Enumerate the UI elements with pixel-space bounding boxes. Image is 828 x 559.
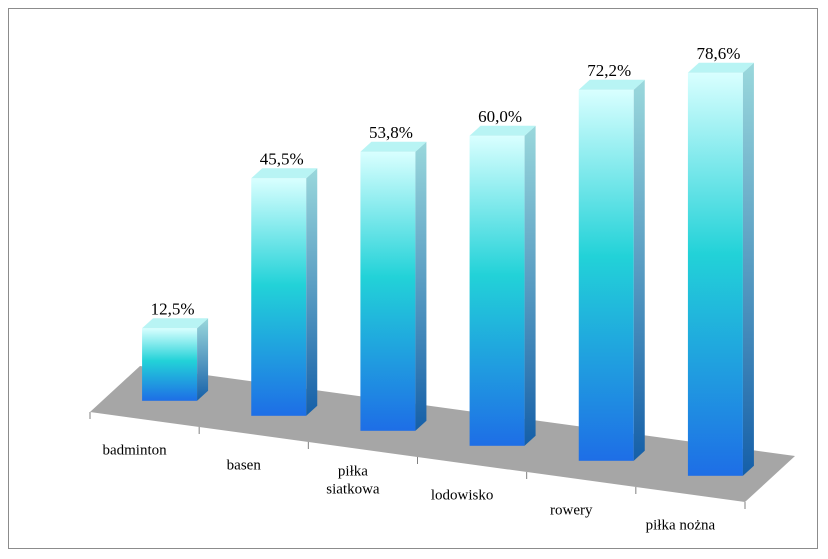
- x-tick-label-3: piłka siatkowa: [326, 464, 380, 498]
- x-tick-label-line: siatkowa: [326, 482, 380, 498]
- bar-6: [687, 72, 743, 476]
- x-tick-label-line: basen: [227, 458, 262, 474]
- bar-top-2: [251, 168, 318, 179]
- x-tick-label-6: piłka nożna: [646, 518, 716, 534]
- data-label-2: 45,5%: [260, 149, 304, 168]
- bar-1: [142, 328, 198, 401]
- x-tick-label-line: rowery: [550, 503, 593, 519]
- bar-3: [360, 151, 416, 431]
- x-tick-label-line: piłka nożna: [646, 518, 716, 534]
- bar-side-1: [197, 318, 209, 401]
- bar-side-4: [524, 125, 536, 446]
- data-label-1: 12,5%: [151, 299, 195, 318]
- data-label-5: 72,2%: [587, 61, 631, 80]
- bar-2: [251, 178, 307, 416]
- bar-top-5: [578, 79, 645, 90]
- x-tick-label-line: lodowisko: [431, 488, 494, 504]
- bar-side-2: [306, 168, 318, 416]
- data-label-6: 78,6%: [696, 44, 740, 63]
- bar-side-6: [742, 62, 754, 476]
- data-label-4: 60,0%: [478, 107, 522, 126]
- x-tick-label-5: rowery: [550, 503, 593, 519]
- x-tick-label-line: badminton: [102, 443, 167, 459]
- bar-top-4: [469, 125, 536, 136]
- bar-side-3: [415, 141, 427, 431]
- x-tick-label-line: piłka: [338, 464, 368, 480]
- bar-top-3: [360, 141, 427, 152]
- bar-top-1: [142, 318, 209, 329]
- bar-top-6: [687, 62, 754, 73]
- x-tick-label-1: badminton: [102, 443, 167, 459]
- data-label-3: 53,8%: [369, 123, 413, 142]
- bar-5: [578, 89, 634, 461]
- bar-side-5: [633, 79, 645, 461]
- x-tick-label-4: lodowisko: [431, 488, 494, 504]
- bar-4: [469, 135, 525, 446]
- x-tick-label-2: basen: [227, 458, 262, 474]
